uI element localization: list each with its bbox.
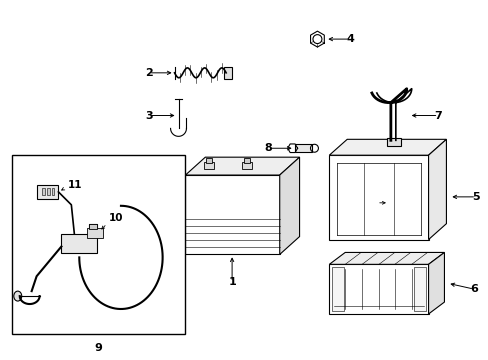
Bar: [89, 224, 97, 229]
Bar: [328, 155, 427, 239]
Text: 1: 1: [228, 277, 236, 287]
Bar: [41, 188, 44, 195]
Bar: [37, 185, 59, 199]
Polygon shape: [61, 224, 97, 253]
Text: 3: 3: [144, 111, 152, 121]
Text: 4: 4: [346, 34, 353, 44]
Text: 11: 11: [67, 180, 81, 190]
Bar: [243, 158, 249, 163]
Text: 10: 10: [109, 213, 123, 223]
Text: 9: 9: [94, 343, 102, 353]
Ellipse shape: [14, 291, 21, 301]
Bar: [224, 67, 232, 79]
Bar: [51, 188, 54, 195]
Bar: [87, 228, 103, 238]
Polygon shape: [328, 139, 446, 155]
Polygon shape: [185, 157, 299, 175]
Polygon shape: [427, 139, 446, 239]
Polygon shape: [279, 157, 299, 255]
Bar: [46, 188, 49, 195]
Bar: [12, 155, 185, 334]
Bar: [328, 264, 427, 314]
Bar: [241, 162, 251, 169]
Polygon shape: [328, 252, 444, 264]
Text: 8: 8: [264, 143, 271, 153]
Text: 6: 6: [469, 284, 477, 294]
Bar: [185, 175, 279, 255]
Text: 7: 7: [434, 111, 442, 121]
Polygon shape: [427, 252, 444, 314]
Bar: [205, 158, 212, 163]
Text: 5: 5: [471, 192, 479, 202]
Bar: [332, 267, 344, 311]
Bar: [386, 138, 400, 146]
Bar: [413, 267, 425, 311]
Text: 2: 2: [144, 68, 152, 78]
Bar: [294, 144, 312, 152]
Bar: [203, 162, 214, 169]
